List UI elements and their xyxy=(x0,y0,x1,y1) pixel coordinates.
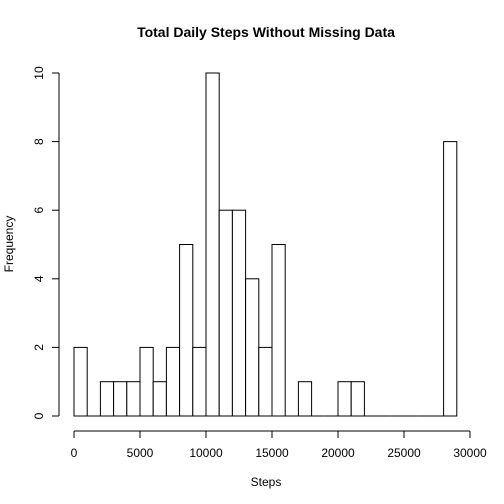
histogram-bar xyxy=(258,346,273,417)
histogram-bar xyxy=(205,72,220,417)
x-tick-label: 20000 xyxy=(321,446,355,460)
x-tick-label: 30000 xyxy=(453,446,487,460)
histogram-bar xyxy=(99,381,115,417)
histogram-bar xyxy=(192,346,207,417)
histogram-bar xyxy=(297,381,313,417)
histogram-bar xyxy=(73,346,88,417)
histogram-bar xyxy=(139,346,154,417)
y-tick-label: 10 xyxy=(32,66,46,80)
x-tick-label: 25000 xyxy=(387,446,421,460)
histogram-bar xyxy=(126,381,141,417)
histogram-bar xyxy=(271,244,286,417)
y-tick-label: 2 xyxy=(32,344,46,351)
histogram-bar xyxy=(443,141,458,417)
bars-group xyxy=(73,72,458,417)
x-tick-label: 0 xyxy=(71,446,78,460)
histogram-bar xyxy=(152,381,167,417)
histogram-bar xyxy=(218,209,233,417)
histogram-bar xyxy=(245,278,260,417)
x-tick-label: 15000 xyxy=(255,446,289,460)
y-tick-label: 8 xyxy=(32,138,46,145)
histogram-bar xyxy=(350,381,365,417)
x-axis-label: Steps xyxy=(251,475,282,489)
chart-title: Total Daily Steps Without Missing Data xyxy=(137,24,395,40)
histogram-bar xyxy=(231,209,247,417)
histogram-bar xyxy=(165,346,181,417)
x-ticks-group: 0 5000 10000 15000 20000 25000 30000 xyxy=(71,431,487,460)
histogram-bar xyxy=(179,244,194,417)
histogram-bar xyxy=(337,381,352,417)
y-tick-label: 0 xyxy=(32,412,46,419)
y-tick-label: 6 xyxy=(32,207,46,214)
x-tick-label: 10000 xyxy=(189,446,223,460)
x-tick-label: 5000 xyxy=(127,446,154,460)
histogram-bar xyxy=(113,381,128,417)
y-ticks-group: 0 2 4 6 8 10 xyxy=(32,66,59,419)
y-tick-label: 4 xyxy=(32,275,46,282)
y-axis-label: Frequency xyxy=(2,216,16,273)
